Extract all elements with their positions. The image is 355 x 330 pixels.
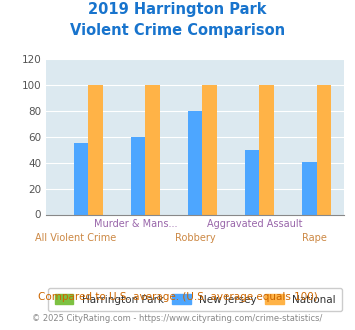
Bar (302, 161, 317, 214)
Bar (88, 85, 103, 214)
Text: Aggravated Assault: Aggravated Assault (207, 219, 303, 229)
Bar (202, 85, 217, 214)
Bar (260, 85, 274, 214)
Text: Robbery: Robbery (175, 233, 215, 243)
Bar (74, 144, 88, 214)
Text: Rape: Rape (302, 233, 327, 243)
Bar (245, 150, 260, 214)
Text: Compared to U.S. average. (U.S. average equals 100): Compared to U.S. average. (U.S. average … (38, 292, 317, 302)
Bar (145, 85, 160, 214)
Text: Violent Crime Comparison: Violent Crime Comparison (70, 23, 285, 38)
Text: Murder & Mans...: Murder & Mans... (94, 219, 178, 229)
Bar (188, 111, 202, 214)
Text: 2019 Harrington Park: 2019 Harrington Park (88, 2, 267, 16)
Text: © 2025 CityRating.com - https://www.cityrating.com/crime-statistics/: © 2025 CityRating.com - https://www.city… (32, 314, 323, 323)
Bar (131, 137, 145, 214)
Bar (317, 85, 331, 214)
Text: All Violent Crime: All Violent Crime (36, 233, 116, 243)
Legend: Harrington Park, New Jersey, National: Harrington Park, New Jersey, National (48, 288, 342, 311)
